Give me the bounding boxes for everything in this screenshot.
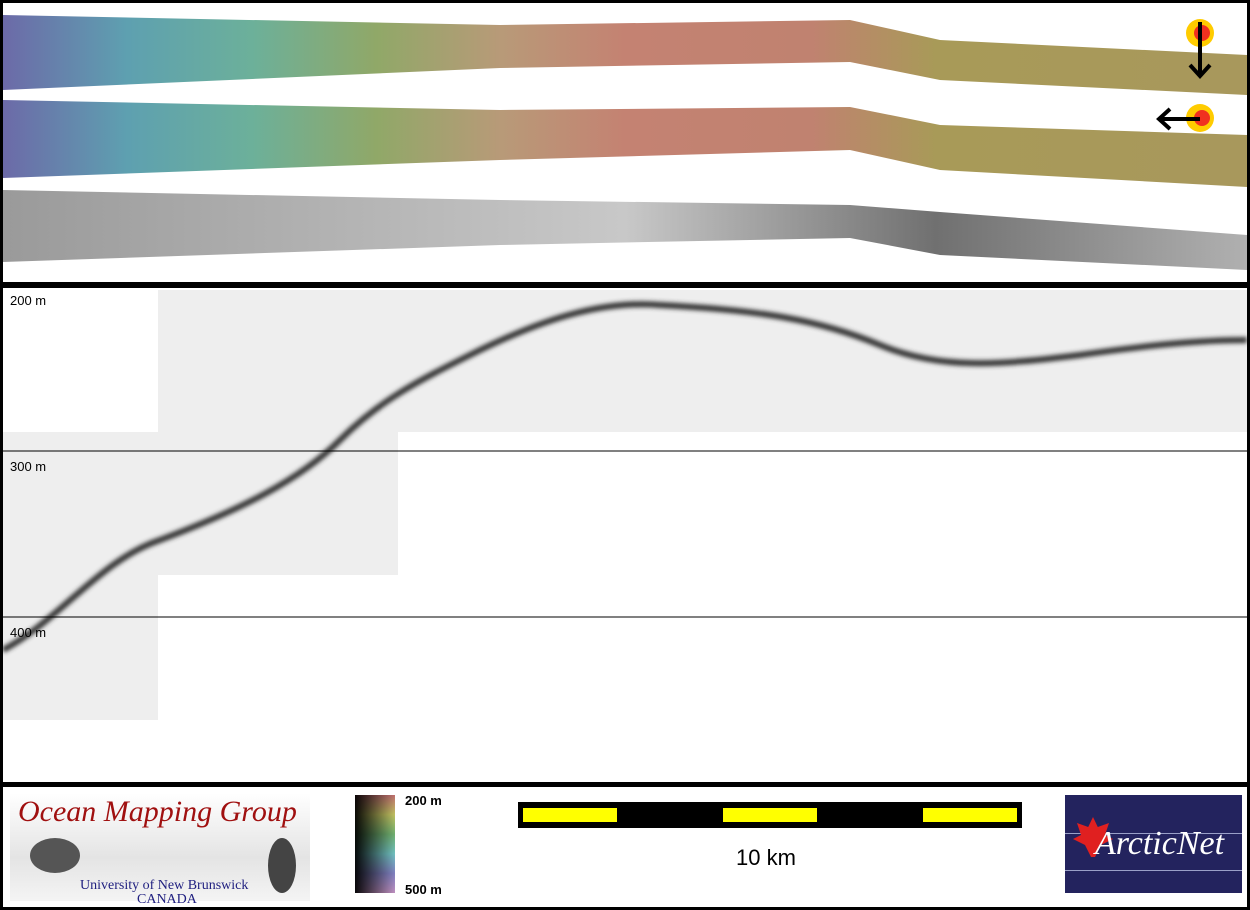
subbottom-profile-panel: 200 m 300 m 400 m bbox=[3, 288, 1247, 782]
scale-bar-label: 10 km bbox=[736, 845, 796, 870]
profile-background bbox=[3, 290, 1247, 720]
bathymetry-strip-sun-west bbox=[3, 100, 1247, 187]
omg-university: University of New Brunswick bbox=[80, 878, 249, 893]
sun-illumination-west-icon bbox=[1156, 104, 1214, 132]
depth-colorbar bbox=[355, 795, 395, 893]
backscatter-strip bbox=[3, 190, 1247, 270]
omg-vessel-icon bbox=[30, 838, 80, 873]
scale-bar bbox=[518, 802, 1022, 828]
legend-panel: Ocean Mapping Group University of New Br… bbox=[3, 787, 1247, 907]
swath-strips bbox=[3, 15, 1247, 270]
omg-country: CANADA bbox=[137, 892, 197, 907]
depth-label-400: 400 m bbox=[10, 625, 47, 640]
arcticnet-text: ArcticNet bbox=[1095, 825, 1225, 862]
colorbar-top-label: 200 m bbox=[405, 793, 442, 808]
scale-segment bbox=[923, 808, 1017, 822]
bathymetry-strip-sun-south bbox=[3, 15, 1247, 95]
omg-title: Ocean Mapping Group bbox=[18, 795, 297, 828]
colorbar-bottom-label: 500 m bbox=[405, 882, 442, 897]
plan-view-panel bbox=[3, 3, 1247, 282]
scale-segment bbox=[723, 808, 817, 822]
scale-segment bbox=[523, 808, 617, 822]
depth-label-300: 300 m bbox=[10, 459, 47, 474]
seafloor-reflector bbox=[3, 301, 1247, 653]
depth-label-200: 200 m bbox=[10, 293, 47, 308]
sun-illumination-south-icon bbox=[1186, 19, 1214, 79]
omg-rov-icon bbox=[268, 838, 296, 893]
arcticnet-logo: ArcticNet bbox=[1065, 795, 1242, 893]
ocean-mapping-group-logo: Ocean Mapping Group University of New Br… bbox=[10, 793, 310, 907]
profile bbox=[3, 290, 1247, 720]
